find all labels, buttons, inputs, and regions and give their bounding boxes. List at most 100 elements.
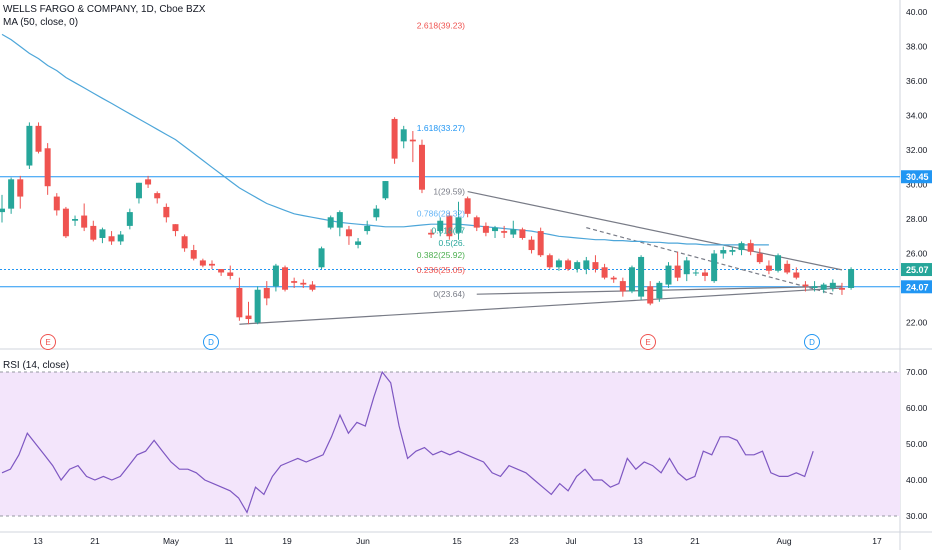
candle[interactable] — [829, 279, 836, 292]
candle[interactable] — [592, 255, 599, 273]
candle[interactable] — [802, 281, 809, 292]
candle[interactable] — [263, 281, 270, 306]
candle[interactable] — [775, 253, 782, 273]
ma-legend[interactable]: MA (50, close, 0) — [3, 17, 79, 28]
candle[interactable] — [528, 236, 535, 254]
candle[interactable] — [154, 191, 161, 204]
candle[interactable] — [172, 224, 179, 237]
candle[interactable] — [838, 282, 845, 295]
candle[interactable] — [492, 225, 499, 238]
candle[interactable] — [647, 281, 654, 306]
candle[interactable] — [190, 244, 197, 261]
candle[interactable] — [418, 139, 425, 194]
candle[interactable] — [674, 251, 681, 282]
trend-line[interactable] — [586, 227, 833, 295]
event-marker[interactable]: E — [40, 334, 56, 350]
candle[interactable] — [382, 181, 389, 201]
candle[interactable] — [345, 225, 352, 245]
candle[interactable] — [583, 256, 590, 275]
candle[interactable] — [501, 225, 508, 238]
candle[interactable] — [683, 256, 690, 282]
candle[interactable] — [373, 205, 380, 221]
candle[interactable] — [848, 267, 855, 290]
candle[interactable] — [327, 215, 334, 230]
candle[interactable] — [510, 220, 517, 238]
candle[interactable] — [309, 281, 316, 292]
candle[interactable] — [0, 194, 5, 223]
candle[interactable] — [738, 241, 745, 256]
candle[interactable] — [181, 234, 188, 252]
candle[interactable] — [820, 282, 827, 294]
candle[interactable] — [8, 177, 15, 214]
candle[interactable] — [711, 250, 718, 283]
candle[interactable] — [163, 203, 170, 223]
candle[interactable] — [391, 117, 398, 164]
candle[interactable] — [555, 258, 562, 271]
candle[interactable] — [227, 265, 234, 280]
candle[interactable] — [446, 212, 453, 240]
candle[interactable] — [765, 260, 772, 275]
candle[interactable] — [638, 255, 645, 301]
candle[interactable] — [282, 265, 289, 292]
candle[interactable] — [811, 281, 818, 292]
candle[interactable] — [272, 263, 279, 292]
trend-line[interactable] — [239, 287, 842, 325]
candle[interactable] — [610, 275, 617, 283]
rsi-legend[interactable]: RSI (14, close) — [3, 360, 70, 371]
candle[interactable] — [729, 246, 736, 256]
event-marker[interactable]: D — [804, 334, 820, 350]
candle[interactable] — [208, 260, 215, 270]
candle[interactable] — [702, 269, 709, 282]
candle[interactable] — [720, 246, 727, 259]
candle[interactable] — [455, 201, 462, 240]
candle[interactable] — [793, 267, 800, 280]
candle[interactable] — [546, 253, 553, 270]
candle[interactable] — [336, 210, 343, 237]
candle[interactable] — [108, 231, 115, 245]
event-marker[interactable]: E — [640, 334, 656, 350]
candle[interactable] — [318, 246, 325, 270]
candle[interactable] — [135, 182, 142, 204]
candle[interactable] — [300, 279, 307, 288]
candle[interactable] — [62, 206, 69, 238]
candle[interactable] — [473, 215, 480, 232]
candle[interactable] — [236, 277, 243, 321]
candle[interactable] — [126, 208, 133, 230]
candle[interactable] — [199, 258, 206, 268]
candle[interactable] — [355, 237, 362, 249]
candle[interactable] — [90, 220, 97, 242]
candle[interactable] — [35, 122, 42, 154]
candle[interactable] — [519, 227, 526, 240]
candle[interactable] — [437, 217, 444, 237]
candle[interactable] — [81, 203, 88, 232]
candle[interactable] — [619, 277, 626, 297]
candle[interactable] — [53, 193, 60, 216]
candle[interactable] — [692, 269, 699, 276]
candle[interactable] — [145, 175, 152, 188]
candle[interactable] — [17, 175, 24, 209]
candle[interactable] — [409, 131, 416, 163]
event-marker[interactable]: D — [203, 334, 219, 350]
candle[interactable] — [26, 122, 33, 169]
candle[interactable] — [537, 227, 544, 257]
candle[interactable] — [482, 222, 489, 237]
candle[interactable] — [756, 248, 763, 264]
candle[interactable] — [656, 281, 663, 302]
candle[interactable] — [565, 258, 572, 271]
candle[interactable] — [784, 260, 791, 275]
candle[interactable] — [628, 265, 635, 294]
candle[interactable] — [400, 125, 407, 149]
candle[interactable] — [464, 196, 471, 218]
candle[interactable] — [291, 277, 298, 288]
candle[interactable] — [245, 301, 252, 325]
symbol-legend[interactable]: WELLS FARGO & COMPANY, 1D, Cboe BZX — [3, 4, 206, 15]
candle[interactable] — [117, 231, 124, 245]
candle[interactable] — [72, 215, 79, 226]
candle[interactable] — [44, 143, 51, 195]
candle[interactable] — [99, 227, 106, 244]
candle[interactable] — [747, 239, 754, 256]
candle[interactable] — [665, 262, 672, 288]
candle[interactable] — [218, 269, 225, 276]
candle[interactable] — [601, 263, 608, 280]
candle[interactable] — [364, 220, 371, 235]
